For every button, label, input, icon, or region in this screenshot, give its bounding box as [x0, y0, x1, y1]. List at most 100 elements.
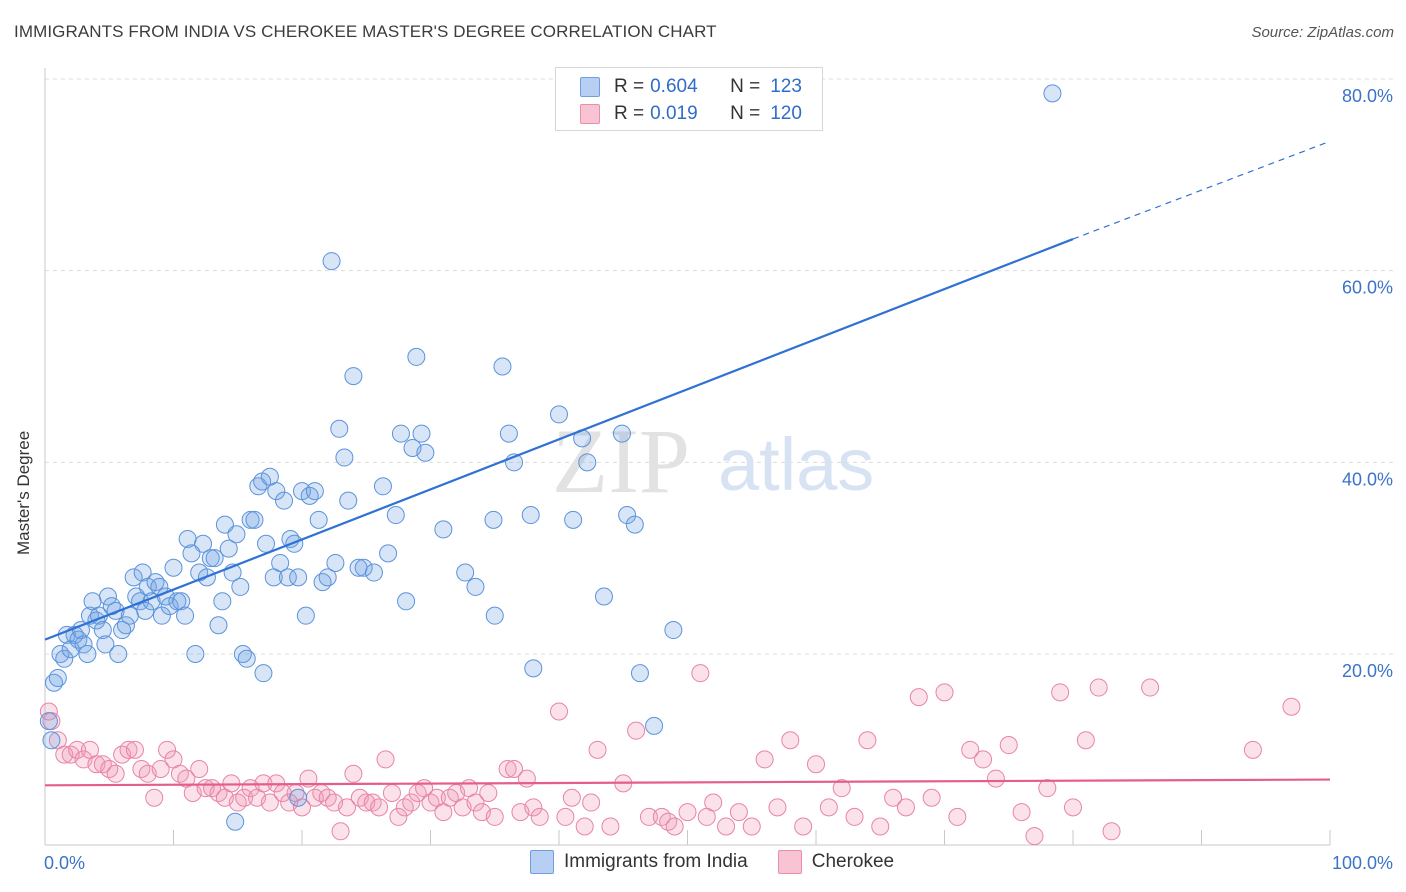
india-point — [257, 534, 276, 553]
cherokee-point — [1038, 779, 1057, 798]
india-point — [267, 482, 286, 501]
india-point — [136, 601, 155, 620]
series-legend-india[interactable]: Immigrants from India — [530, 850, 748, 874]
series-label-cherokee: Cherokee — [811, 851, 895, 872]
india-point — [499, 424, 518, 443]
india-point — [416, 443, 435, 462]
watermark-atlas: atlas — [718, 423, 874, 506]
cherokee-point — [871, 817, 890, 836]
cherokee-point — [794, 817, 813, 836]
y-tick-label: 40.0% — [1342, 469, 1393, 489]
legend-r-value: 0.604 — [650, 76, 698, 97]
india-point — [124, 568, 143, 587]
india-point — [391, 424, 410, 443]
india-point — [434, 520, 453, 539]
india-points — [39, 84, 1062, 831]
cherokee-point — [485, 807, 504, 826]
india-point — [407, 347, 426, 366]
india-point — [466, 577, 485, 596]
cherokee-point — [550, 702, 568, 721]
cherokee-point — [691, 664, 710, 683]
cherokee-point — [68, 740, 87, 759]
cherokee-point — [999, 736, 1018, 755]
india-point — [168, 592, 187, 611]
india-point — [456, 563, 475, 582]
cherokee-point — [331, 822, 350, 841]
cherokee-point — [909, 688, 928, 707]
y-axis-label: Master's Degree — [14, 430, 33, 555]
cherokee-point — [389, 807, 408, 826]
series-legend-cherokee[interactable]: Cherokee — [777, 850, 895, 874]
india-point — [93, 621, 112, 640]
legend-row-india: R = 0.604 N = 123 — [580, 74, 802, 100]
india-point — [493, 357, 512, 376]
series-label-india: Immigrants from India — [564, 851, 748, 872]
legend-r-value: 0.019 — [650, 103, 698, 124]
india-point — [109, 645, 128, 663]
cherokee-point — [466, 793, 485, 812]
india-point — [344, 367, 363, 386]
india-point — [318, 568, 337, 587]
cherokee-point — [1051, 683, 1070, 702]
india-point — [521, 506, 540, 525]
india-point — [48, 668, 67, 687]
india-point — [254, 664, 273, 683]
india-point — [215, 515, 234, 534]
india-point — [271, 553, 290, 572]
cherokee-point — [1012, 803, 1031, 822]
cherokee-point — [1076, 731, 1095, 750]
india-point — [330, 419, 349, 438]
india-trend-extension — [1072, 140, 1331, 240]
india-point — [226, 812, 245, 831]
cherokee-point — [260, 793, 279, 812]
india-point — [296, 606, 315, 625]
india-point — [373, 477, 392, 496]
cherokee-point — [1025, 827, 1044, 846]
cherokee-point — [935, 683, 954, 702]
india-point — [485, 606, 504, 625]
india-point — [339, 491, 358, 510]
series-swatch-cherokee — [777, 850, 802, 874]
india-point — [201, 549, 220, 568]
cherokee-point — [575, 817, 594, 836]
india-point — [237, 649, 256, 668]
india-point — [231, 577, 250, 596]
india-point — [289, 788, 308, 807]
series-swatch-india — [530, 850, 554, 874]
cherokee-point — [235, 788, 254, 807]
trend-lines — [44, 140, 1331, 787]
india-point — [289, 568, 308, 587]
india-point — [379, 544, 398, 563]
india-point — [176, 606, 195, 625]
india-point — [326, 553, 345, 572]
cherokee-point — [382, 783, 401, 802]
india-point — [645, 716, 664, 735]
cherokee-point — [344, 764, 363, 783]
legend-row-cherokee: R = 0.019 N = 120 — [580, 101, 802, 127]
india-point — [364, 563, 383, 582]
cherokee-point — [1243, 740, 1262, 759]
cherokee-point — [517, 769, 536, 788]
cherokee-point — [524, 798, 543, 817]
india-point — [98, 587, 117, 606]
india-point — [564, 510, 583, 529]
india-point — [116, 616, 135, 635]
y-tick-label: 20.0% — [1342, 661, 1393, 681]
cherokee-point — [986, 769, 1005, 788]
cherokee-point — [106, 764, 125, 783]
cherokee-point — [1089, 678, 1108, 697]
cherokee-point — [1102, 822, 1121, 841]
cherokee-point — [884, 788, 903, 807]
india-point — [300, 486, 319, 505]
india-point — [305, 482, 324, 501]
india-point — [309, 510, 328, 529]
india-point — [322, 252, 341, 271]
watermark: ZIP atlas — [552, 410, 874, 512]
india-point — [524, 659, 543, 678]
cherokee-point — [627, 721, 646, 740]
cherokee-point — [582, 793, 601, 812]
india-point — [55, 649, 74, 668]
cherokee-point — [807, 755, 825, 774]
india-point — [42, 731, 61, 750]
